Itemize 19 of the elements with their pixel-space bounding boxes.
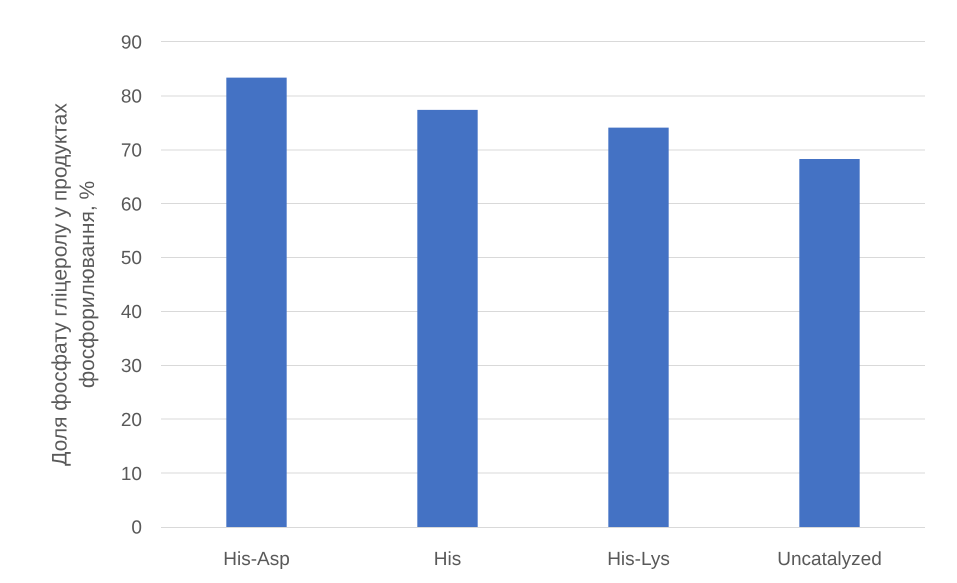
y-tick-label: 30 [120,356,142,377]
x-tick-label: His-Lys [607,548,670,570]
bar [608,128,669,527]
y-tick-label: 20 [120,410,142,431]
bar [226,78,287,527]
x-tick-label: His-Asp [223,548,290,570]
bar [799,158,860,527]
y-tick-label: 60 [120,194,142,216]
y-tick-label: 10 [120,464,142,485]
x-tick-label: Uncatalyzed [777,548,882,570]
y-axis-title: Доля фосфату гліцеролу у продуктах фосфорилювання, % [48,102,100,466]
y-tick-label: 70 [120,140,142,162]
y-tick-label: 40 [120,302,142,324]
x-tick-label: His [434,548,462,570]
y-tick-label: 90 [120,32,142,54]
y-tick-label: 50 [120,248,142,270]
y-tick-label: 0 [131,518,142,539]
y-tick-label: 80 [120,86,142,108]
bar [417,110,478,527]
